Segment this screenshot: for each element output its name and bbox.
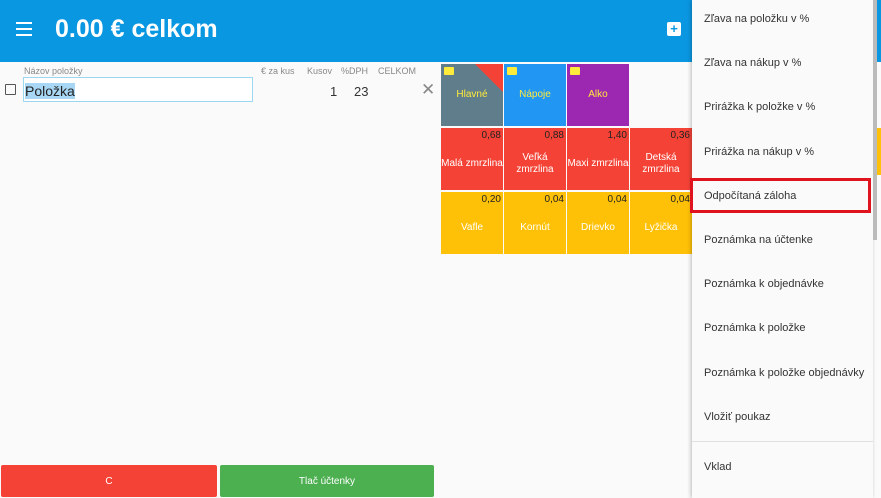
product-tile[interactable]: 0,04 Kornút bbox=[504, 192, 566, 254]
product-tile[interactable]: 1,40 Maxi zmrzlina bbox=[567, 128, 629, 190]
product-price: 0,04 bbox=[607, 194, 627, 205]
column-header-qty: Kusov bbox=[307, 66, 333, 76]
menu-item[interactable]: Prirážka k položke v % bbox=[704, 101, 816, 114]
product-price: 1,40 bbox=[607, 130, 627, 141]
product-tile[interactable]: 0,68 Malá zmrzlina bbox=[441, 128, 503, 190]
menu-scrollbar[interactable] bbox=[873, 0, 877, 240]
category-tile[interactable]: Alko bbox=[567, 64, 629, 126]
product-tile[interactable]: 0,20 Vafle bbox=[441, 192, 503, 254]
menu-item[interactable]: Prirážka na nákup v % bbox=[704, 145, 815, 158]
product-tile[interactable]: 0,04 Lyžička bbox=[630, 192, 692, 254]
column-header-name: Názov položky bbox=[24, 66, 83, 76]
product-label: Maxi zmrzlina bbox=[567, 158, 629, 169]
tile-edge bbox=[877, 128, 881, 175]
product-price: 0,04 bbox=[544, 194, 564, 205]
category-label: Hlavné bbox=[456, 89, 488, 100]
clear-button[interactable]: C bbox=[1, 465, 217, 497]
product-price: 0,36 bbox=[670, 130, 690, 141]
product-tile[interactable]: 0,04 Drievko bbox=[567, 192, 629, 254]
remove-item-icon[interactable]: ✕ bbox=[421, 80, 436, 99]
product-label: Veľká zmrzlina bbox=[516, 152, 554, 175]
hamburger-icon[interactable] bbox=[16, 22, 32, 36]
menu-item[interactable]: Vložiť poukaz bbox=[704, 410, 771, 423]
add-box-icon[interactable]: + bbox=[667, 22, 681, 36]
column-header-total: CELKOM bbox=[378, 66, 417, 76]
product-price: 0,88 bbox=[544, 130, 564, 141]
column-header-vat: %DPH bbox=[341, 66, 369, 76]
category-tile[interactable]: Hlavné bbox=[441, 64, 503, 126]
print-receipt-button[interactable]: Tlač účtenky bbox=[220, 465, 434, 497]
highlight-box bbox=[690, 178, 871, 213]
menu-item[interactable]: Zľava na nákup v % bbox=[704, 57, 802, 70]
menu-item[interactable]: Poznámka k objednávke bbox=[704, 278, 824, 291]
product-tile[interactable]: 0,88 Veľká zmrzlina bbox=[504, 128, 566, 190]
menu-item[interactable]: Odpočítaná záloha bbox=[704, 189, 797, 202]
item-name-value: Položka bbox=[25, 83, 75, 99]
category-label: Nápoje bbox=[519, 89, 551, 100]
folder-icon bbox=[507, 67, 517, 75]
header-edge bbox=[877, 0, 881, 62]
row-checkbox[interactable] bbox=[5, 84, 16, 95]
page-title: 0.00 € celkom bbox=[55, 15, 218, 43]
item-vat[interactable]: 23 bbox=[354, 84, 369, 99]
category-tile[interactable]: Nápoje bbox=[504, 64, 566, 126]
corner-mark bbox=[475, 64, 503, 92]
product-price: 0,20 bbox=[481, 194, 501, 205]
product-label: Malá zmrzlina bbox=[441, 158, 503, 169]
product-price: 0,68 bbox=[481, 130, 501, 141]
category-label: Alko bbox=[588, 89, 608, 100]
menu-item[interactable]: Poznámka k položke objednávky bbox=[704, 366, 865, 379]
product-label: Kornút bbox=[520, 222, 550, 233]
product-tile[interactable]: 0,36 Detská zmrzlina bbox=[630, 128, 692, 190]
menu-item-vklad[interactable]: Vklad bbox=[704, 461, 732, 473]
product-price: 0,04 bbox=[670, 194, 690, 205]
item-name-input[interactable]: Položka bbox=[23, 77, 253, 102]
folder-icon bbox=[570, 67, 580, 75]
folder-icon bbox=[444, 67, 454, 75]
options-menu: Vklad Zľava na položku v % Zľava na nákup… bbox=[690, 0, 873, 498]
menu-divider bbox=[692, 441, 873, 442]
menu-item[interactable]: Poznámka k položke bbox=[704, 322, 806, 335]
item-qty[interactable]: 1 bbox=[330, 84, 338, 99]
product-label: Detská zmrzlina bbox=[642, 152, 680, 175]
product-label: Lyžička bbox=[644, 222, 678, 233]
product-label: Vafle bbox=[460, 222, 484, 233]
column-header-price: € za kus bbox=[261, 66, 295, 76]
menu-item[interactable]: Poznámka na účtenke bbox=[704, 234, 813, 246]
product-label: Drievko bbox=[581, 222, 615, 233]
menu-item[interactable]: Zľava na položku v % bbox=[704, 13, 810, 25]
